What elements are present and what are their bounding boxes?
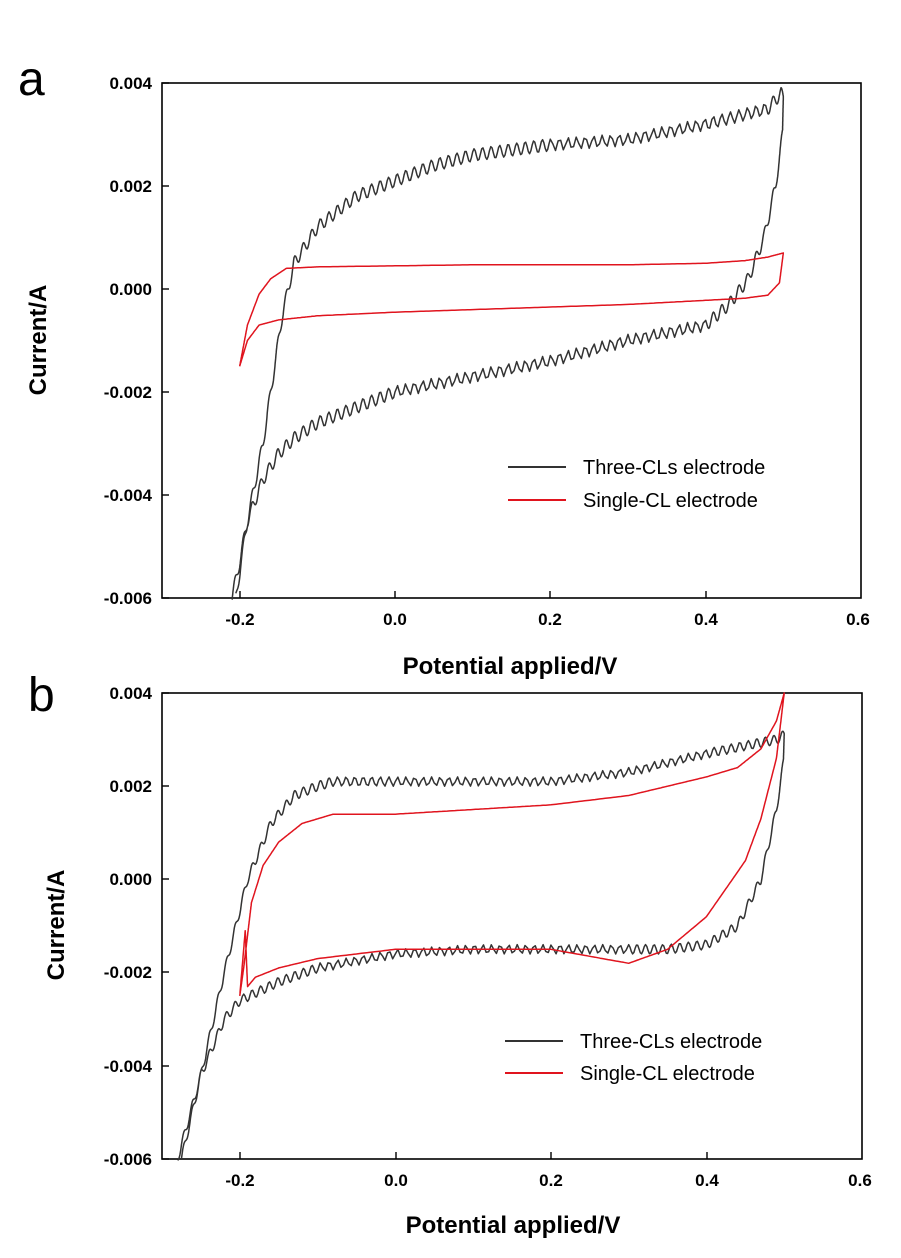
panel-b-legend-label-single-cl: Single-CL electrode <box>580 1063 755 1085</box>
panel-b-legend-label-three-cls: Three-CLs electrode <box>580 1031 762 1053</box>
panel-b-xlabel: Potential applied/V <box>406 1212 621 1239</box>
panel-b-xtick-label: 0.2 <box>539 1171 563 1190</box>
panel-b-ytick-label: -0.002 <box>104 963 152 982</box>
panel-b-series-single-cl-line <box>239 692 785 996</box>
panel-a-xtick-label: 0.4 <box>694 610 718 629</box>
panel-a-xlabel: Potential applied/V <box>403 653 618 680</box>
panel-a-xtick-label: 0.6 <box>846 610 870 629</box>
panel-a-legend-label-single-cl: Single-CL electrode <box>583 490 758 512</box>
panel-a-letter: a <box>18 53 45 106</box>
panel-b-y-ticks: 0.004 0.002 0.000 -0.002 -0.004 -0.006 <box>104 684 169 1169</box>
panel-a-series-three-cls-line <box>231 86 785 600</box>
panel-a-ytick-label: -0.006 <box>104 589 152 608</box>
panel-b-series-three-cls-line <box>177 730 785 1161</box>
panel-b-ytick-label: -0.004 <box>104 1057 153 1076</box>
panel-b-ytick-label: 0.000 <box>109 870 152 889</box>
panel-b-xtick-label: 0.4 <box>695 1171 719 1190</box>
panel-a-xtick-label: -0.2 <box>225 610 254 629</box>
panel-a-legend-label-three-cls: Three-CLs electrode <box>583 457 765 479</box>
panel-b-frame <box>161 692 863 1160</box>
panel-b-ylabel: Current/A <box>43 870 70 981</box>
panel-a-plot-area <box>231 86 785 600</box>
panel-a-legend: Three-CLs electrode Single-CL electrode <box>508 457 765 512</box>
panel-b: b Current/A Potential applied/V 0.004 0.… <box>28 669 872 1239</box>
panel-a: a Current/A Potential applied/V 0.004 0.… <box>18 53 870 680</box>
panel-b-ytick-label: 0.002 <box>109 777 152 796</box>
panel-b-xtick-label: -0.2 <box>225 1171 254 1190</box>
panel-a-x-ticks: -0.2 0.0 0.2 0.4 0.6 <box>225 591 870 629</box>
panel-a-xtick-label: 0.2 <box>538 610 562 629</box>
panel-a-ytick-label: 0.004 <box>109 74 152 93</box>
panel-a-y-ticks: 0.004 0.002 0.000 -0.002 -0.004 -0.006 <box>104 74 169 608</box>
panel-a-ylabel: Current/A <box>25 285 52 396</box>
panel-b-ytick-label: -0.006 <box>104 1150 152 1169</box>
panel-a-ytick-label: 0.000 <box>109 280 152 299</box>
panel-a-series-single-cl-line <box>238 252 785 367</box>
panel-a-frame <box>161 82 862 599</box>
panel-a-ytick-label: -0.002 <box>104 383 152 402</box>
panel-b-xtick-label: 0.6 <box>848 1171 872 1190</box>
panel-b-plot-area <box>177 692 785 1161</box>
panel-b-legend: Three-CLs electrode Single-CL electrode <box>505 1031 762 1085</box>
panel-b-ytick-label: 0.004 <box>109 684 152 703</box>
panel-a-ytick-label: -0.004 <box>104 486 153 505</box>
panel-b-xtick-label: 0.0 <box>384 1171 408 1190</box>
panel-b-x-ticks: -0.2 0.0 0.2 0.4 0.6 <box>225 1152 872 1190</box>
panel-b-letter: b <box>28 669 55 722</box>
panel-a-xtick-label: 0.0 <box>383 610 407 629</box>
panel-a-ytick-label: 0.002 <box>109 177 152 196</box>
